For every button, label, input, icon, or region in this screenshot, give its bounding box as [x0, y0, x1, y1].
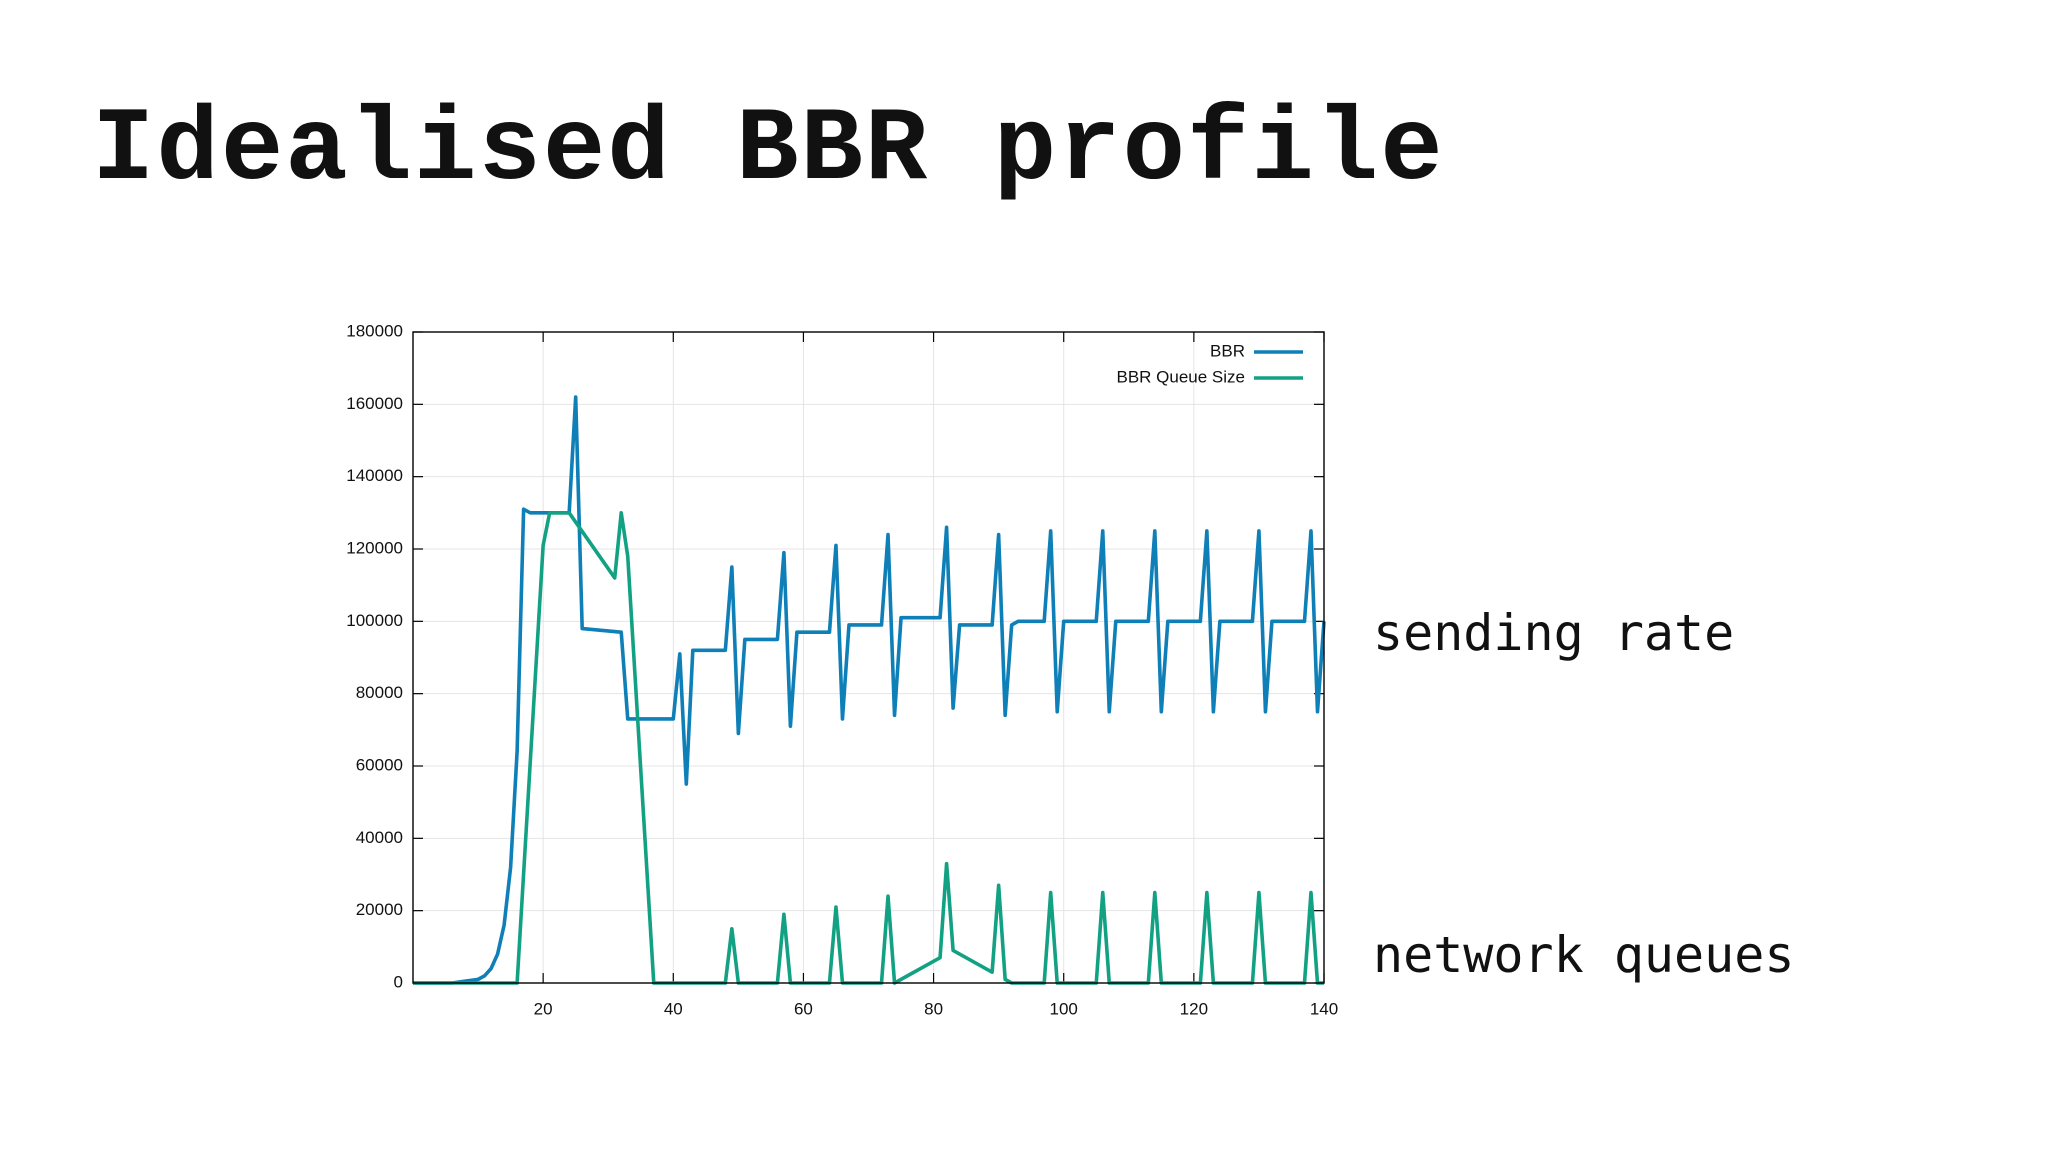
- y-tick-label: 20000: [356, 900, 403, 919]
- y-tick-label: 40000: [356, 828, 403, 847]
- y-tick-label: 100000: [346, 611, 403, 630]
- x-tick-label: 100: [1050, 999, 1078, 1018]
- plot-frame: [412, 331, 1325, 984]
- y-tick-label: 180000: [346, 321, 403, 340]
- x-tick-label: 120: [1180, 999, 1208, 1018]
- y-tick-label: 160000: [346, 394, 403, 413]
- x-tick-label: 80: [924, 999, 943, 1018]
- slide-title: Idealised BBR profile: [92, 92, 1445, 210]
- y-tick-label: 60000: [356, 755, 403, 774]
- y-tick-label: 120000: [346, 538, 403, 557]
- y-tick-label: 140000: [346, 466, 403, 485]
- annotation: sending rate: [1373, 604, 1734, 662]
- legend-label: BBR Queue Size: [1116, 367, 1245, 386]
- series-line: [413, 395, 1326, 985]
- annotation: network queues: [1373, 926, 1794, 984]
- legend-label: BBR: [1210, 341, 1245, 360]
- series-line: [413, 511, 1324, 985]
- y-tick-label: 0: [394, 972, 403, 991]
- y-tick-label: 80000: [356, 683, 403, 702]
- x-tick-label: 20: [534, 999, 553, 1018]
- plot-background: [413, 332, 1324, 983]
- x-tick-label: 140: [1310, 999, 1338, 1018]
- x-tick-label: 60: [794, 999, 813, 1018]
- x-tick-label: 40: [664, 999, 683, 1018]
